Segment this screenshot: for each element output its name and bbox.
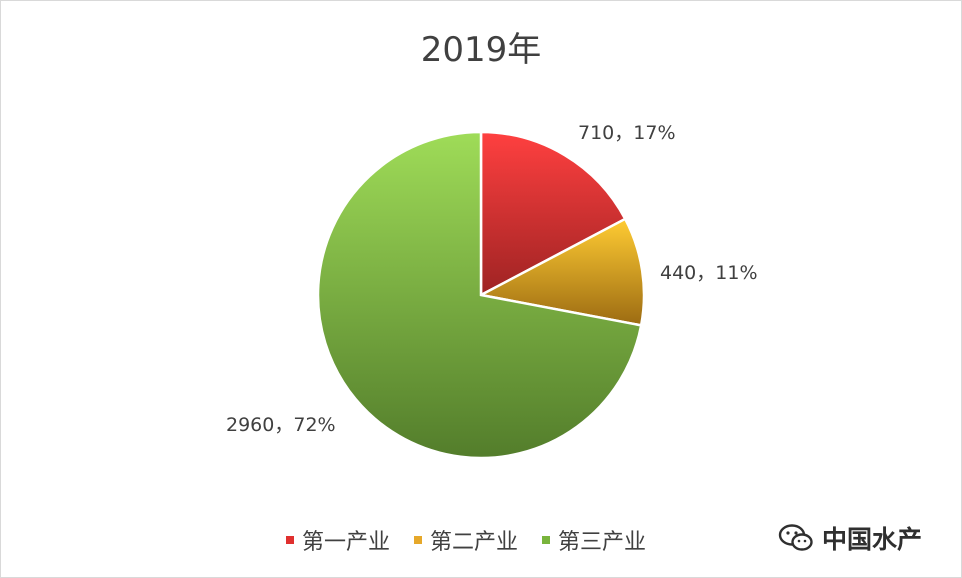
pie-slice-2 xyxy=(316,130,643,460)
chart-title: 2019年 xyxy=(420,30,542,70)
legend-swatch-2 xyxy=(542,536,551,544)
legend-item-0: 第一产业 xyxy=(286,524,390,556)
legend-swatch-1 xyxy=(414,536,423,544)
legend-item-2: 第三产业 xyxy=(542,524,646,556)
data-label-0: 710，17% xyxy=(578,122,676,144)
wechat-icon xyxy=(778,524,813,551)
pie-slice-1 xyxy=(477,217,646,327)
legend-label-1: 第二产业 xyxy=(430,530,519,555)
legend-item-1: 第二产业 xyxy=(414,524,518,556)
legend: 第一产业 第二产业 第三产业 xyxy=(286,524,670,556)
legend-label-0: 第一产业 xyxy=(302,530,391,555)
watermark-text: 中国水产 xyxy=(822,525,923,554)
watermark: 中国水产 xyxy=(778,520,922,556)
data-label-1: 440，11% xyxy=(660,262,758,284)
legend-label-2: 第三产业 xyxy=(558,530,647,555)
data-label-2: 2960，72% xyxy=(226,414,336,436)
legend-swatch-0 xyxy=(286,536,294,544)
pie-slice-0 xyxy=(479,130,627,298)
